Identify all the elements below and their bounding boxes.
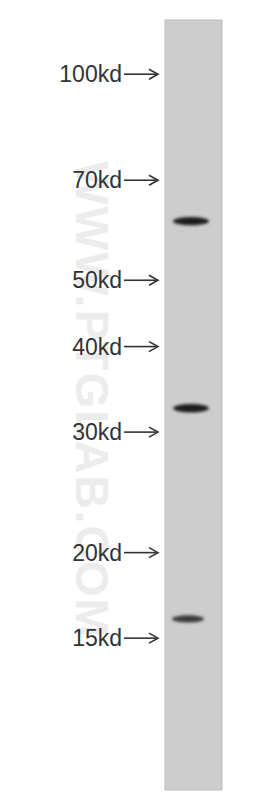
- lane: [165, 20, 222, 790]
- marker-label: 30kd: [72, 419, 122, 445]
- band: [173, 404, 209, 412]
- marker-arrow: [124, 427, 158, 437]
- marker-label: 20kd: [72, 540, 122, 566]
- marker-arrow: [124, 633, 158, 643]
- marker-arrow: [124, 69, 158, 79]
- marker-arrow: [124, 548, 158, 558]
- watermark: WWW.PTGLAB.COM: [66, 161, 118, 639]
- marker-label: 15kd: [72, 625, 122, 651]
- band: [172, 615, 204, 622]
- marker-label: 70kd: [72, 167, 122, 193]
- bands: [172, 217, 209, 623]
- blot-root: WWW.PTGLAB.COM 100kd 70kd 50kd 40kd 30kd 20kd 1…: [0, 0, 280, 799]
- marker-arrow: [124, 175, 158, 185]
- marker-arrow: [124, 342, 158, 352]
- marker-label: 100kd: [59, 61, 122, 87]
- marker-label: 50kd: [72, 267, 122, 293]
- blot-svg: WWW.PTGLAB.COM 100kd 70kd 50kd 40kd 30kd 20kd 1…: [0, 0, 280, 799]
- band: [173, 217, 209, 225]
- marker-arrow: [124, 275, 158, 285]
- marker-label: 40kd: [72, 334, 122, 360]
